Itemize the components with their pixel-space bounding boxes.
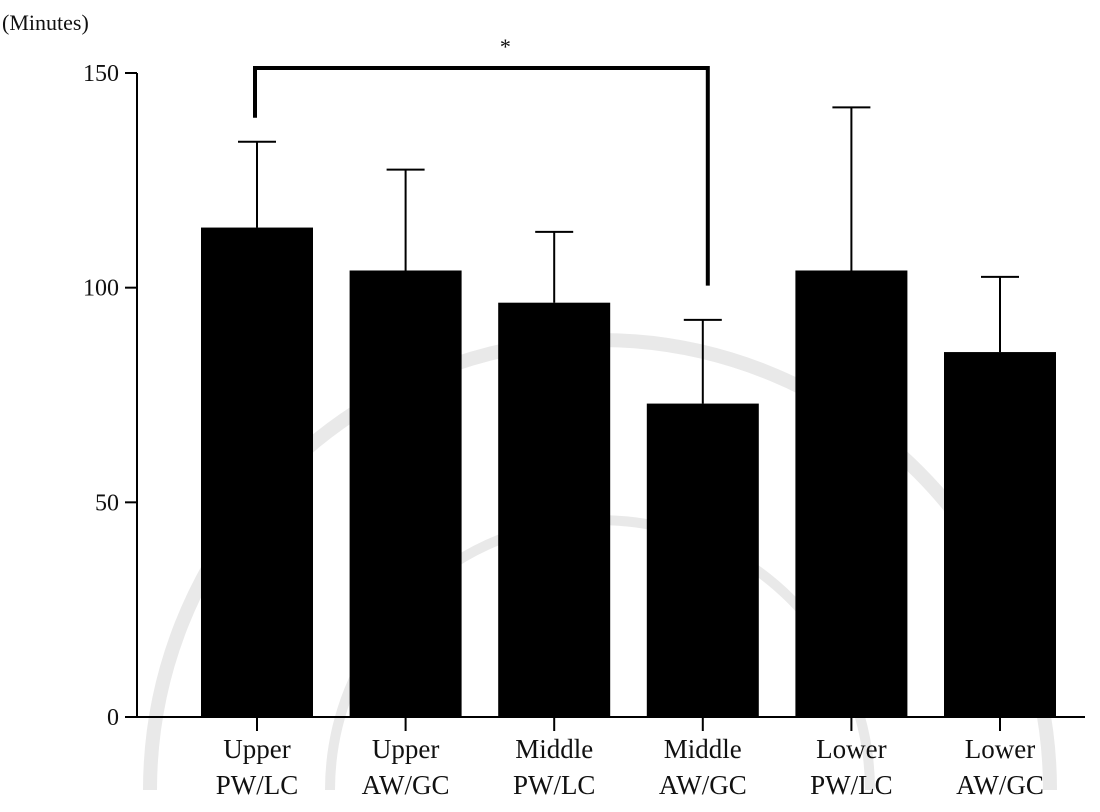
x-tick-label: Middle <box>664 734 742 764</box>
bar <box>498 302 611 717</box>
x-tick-label: AW/GC <box>659 770 747 800</box>
x-tick-label: AW/GC <box>956 770 1044 800</box>
significance-label: * <box>500 34 511 59</box>
x-tick-label: PW/LC <box>810 770 893 800</box>
error-bars <box>238 106 1019 404</box>
x-tick-label: Lower <box>816 734 886 764</box>
bar <box>201 227 313 717</box>
bar <box>646 403 759 717</box>
significance-brackets: * <box>253 34 710 286</box>
bars <box>201 227 1056 717</box>
y-tick-label: 100 <box>83 276 119 302</box>
category-labels: Upper PW/LC Upper AW/GC Middle PW/LC Middle AW/… <box>216 734 1044 800</box>
axes: 0 50 100 150 <box>83 61 1085 731</box>
x-tick-label: Middle <box>515 734 593 764</box>
x-tick-label: PW/LC <box>216 770 299 800</box>
y-axis-title: (Minutes) <box>2 10 89 35</box>
x-tick-label: AW/GC <box>362 770 450 800</box>
x-tick-label: Upper <box>223 734 290 764</box>
x-tick-label: Lower <box>965 734 1035 764</box>
x-tick-label: PW/LC <box>513 770 596 800</box>
bar <box>944 352 1056 717</box>
y-tick-label: 50 <box>95 490 119 516</box>
bar <box>349 270 462 717</box>
significance-bracket <box>253 66 710 286</box>
y-tick-label: 150 <box>83 61 119 87</box>
y-tick-label: 0 <box>107 705 119 731</box>
bar <box>795 270 908 717</box>
x-tick-label: Upper <box>372 734 439 764</box>
